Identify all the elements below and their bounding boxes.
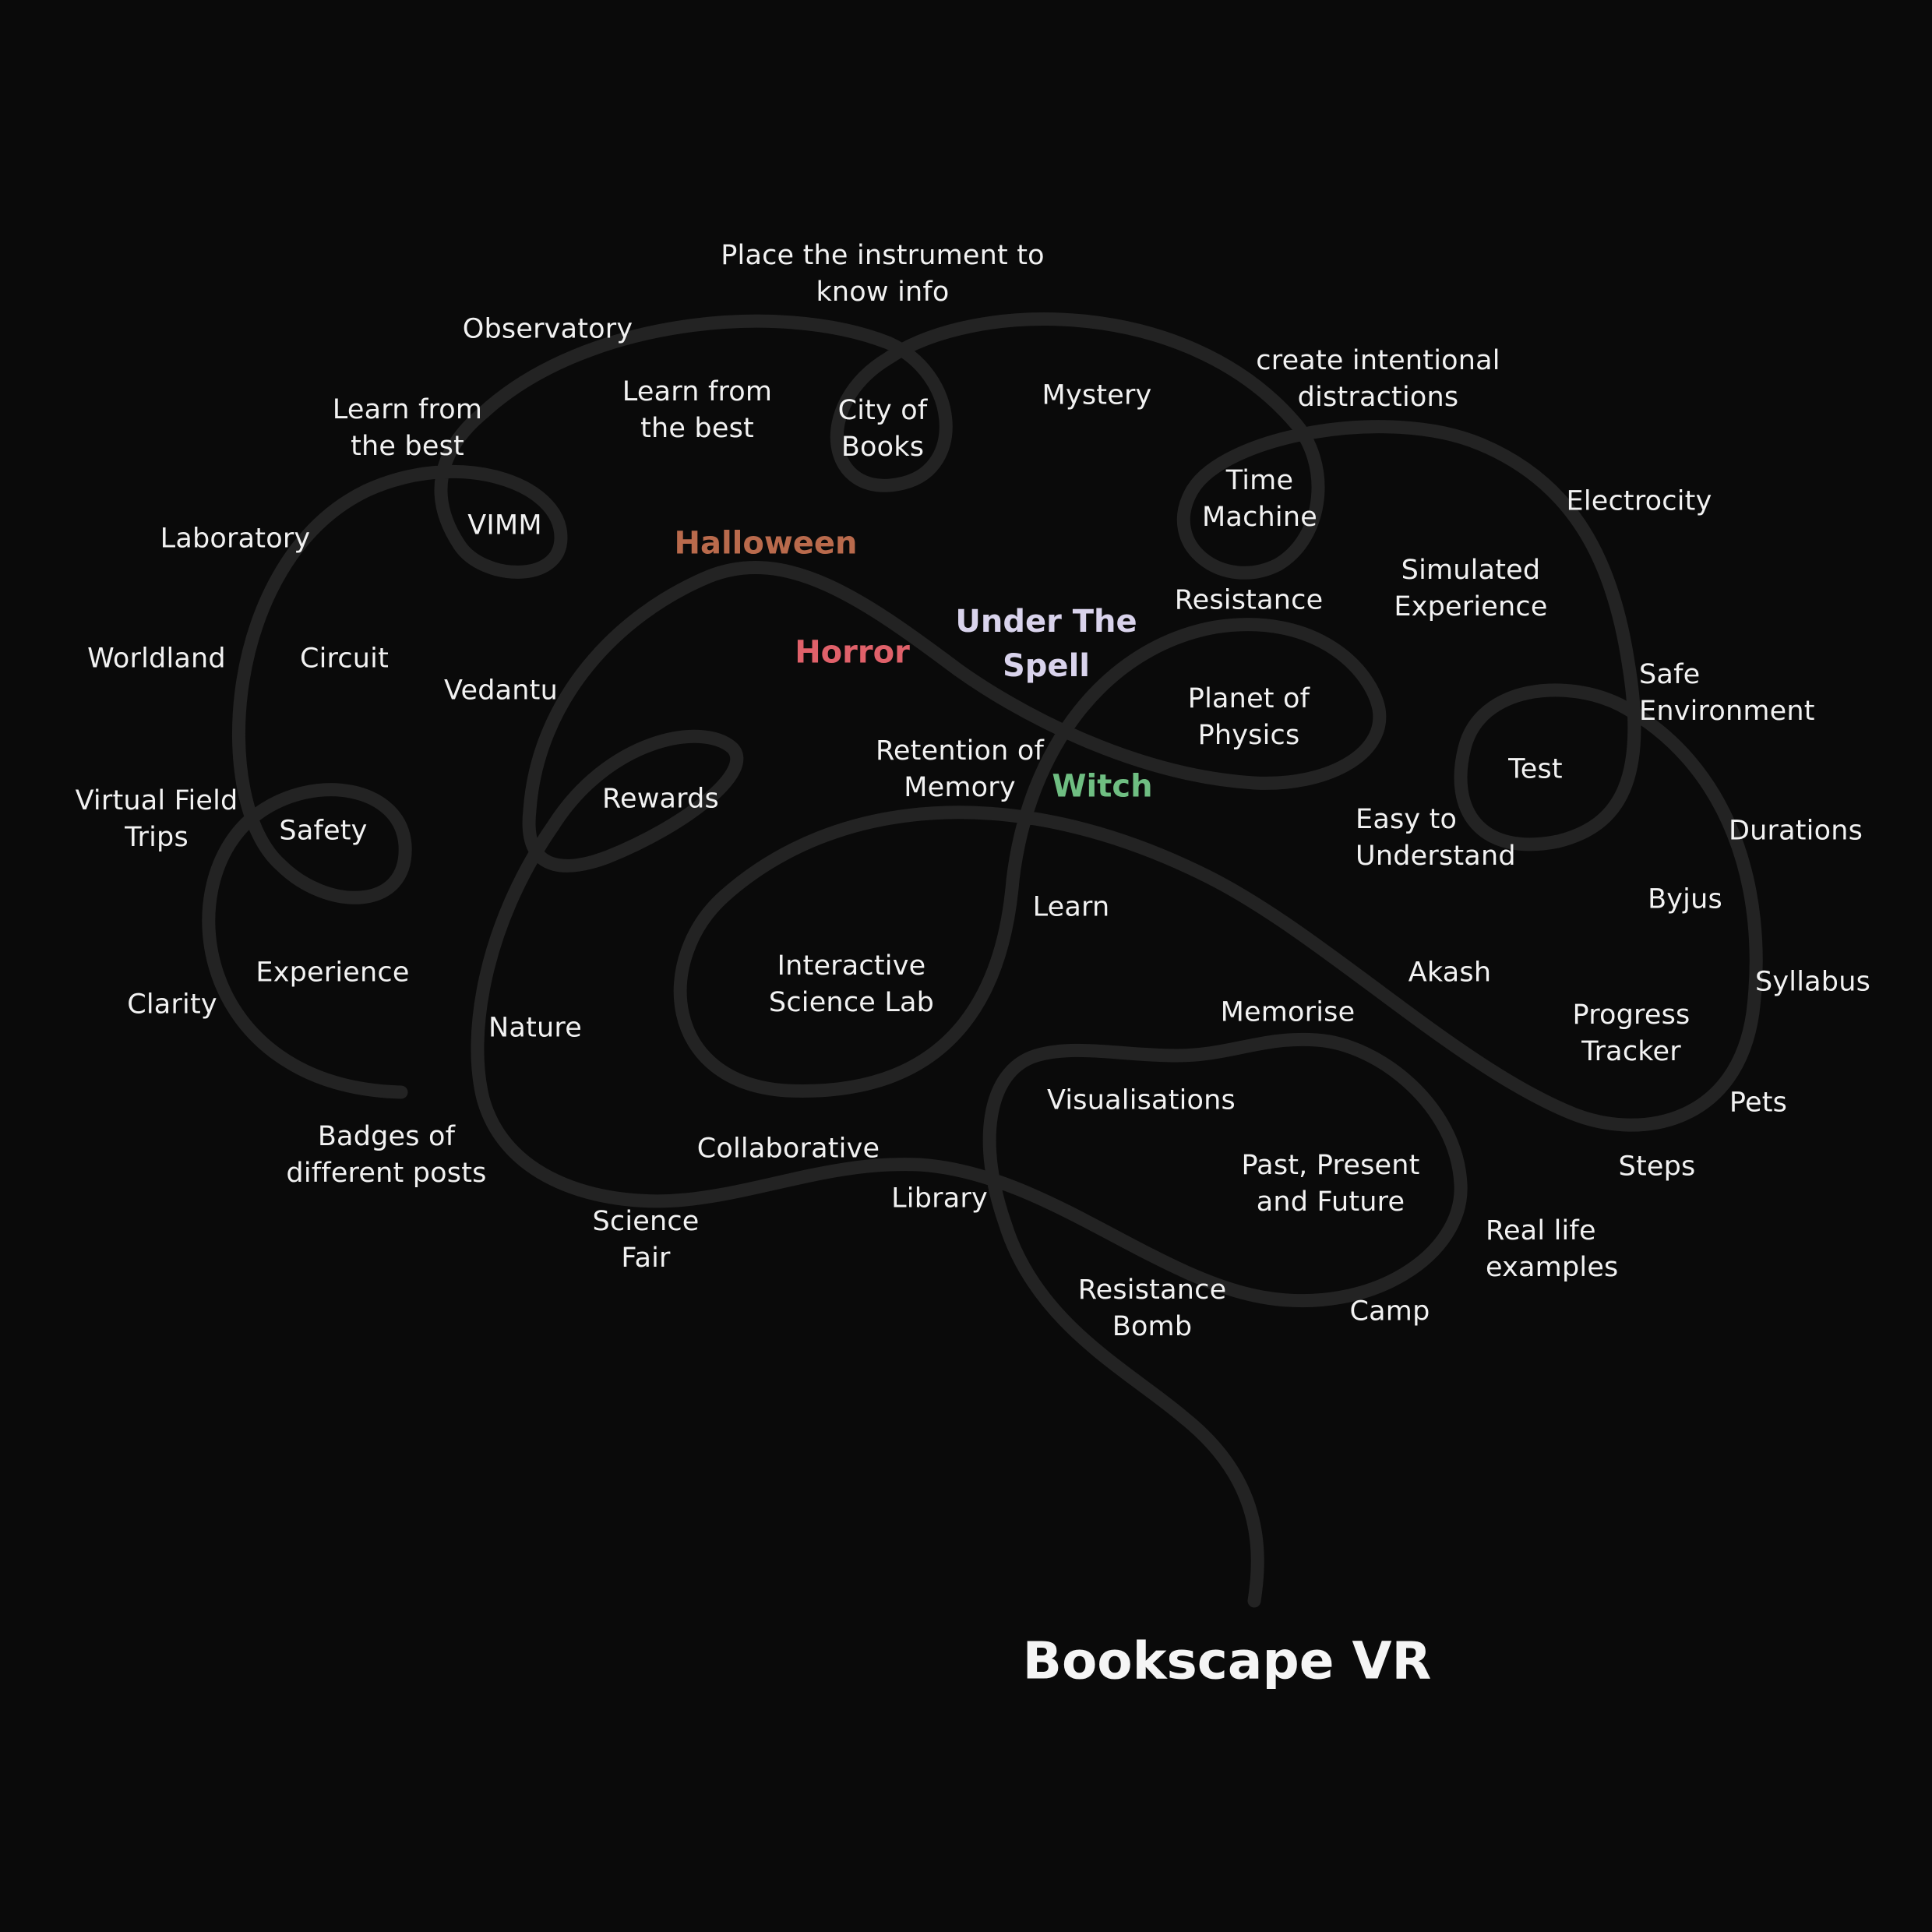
label-resistance: Resistance xyxy=(1174,584,1324,616)
label-resistance-bomb: Resistance Bomb xyxy=(1077,1274,1227,1342)
label-safety: Safety xyxy=(279,815,368,847)
label-steps: Steps xyxy=(1618,1151,1696,1183)
label-observatory: Observatory xyxy=(462,313,633,345)
label-simulated-experience: Simulated Experience xyxy=(1394,555,1548,622)
label-learn: Learn xyxy=(1032,891,1110,923)
label-collaborative: Collaborative xyxy=(696,1133,880,1165)
label-byjus: Byjus xyxy=(1648,883,1722,915)
label-create-intentional-distractions: create intentional distractions xyxy=(1256,345,1500,413)
label-easy-to-understand: Easy to Understand xyxy=(1356,804,1516,872)
label-progress-tracker: Progress Tracker xyxy=(1572,999,1690,1067)
label-nature: Nature xyxy=(488,1012,582,1044)
label-electrocity: Electrocity xyxy=(1566,485,1712,517)
brain-stroke-top-loops xyxy=(202,312,1763,1608)
theme-halloween: Halloween xyxy=(674,525,858,562)
label-rewards: Rewards xyxy=(602,783,719,815)
label-retention-of-memory: Retention of Memory xyxy=(875,735,1045,803)
label-time-machine: Time Machine xyxy=(1202,465,1317,533)
label-safe-environment: Safe Environment xyxy=(1639,659,1815,727)
label-laboratory: Laboratory xyxy=(160,523,311,555)
theme-witch: Witch xyxy=(1052,768,1153,805)
theme-horror: Horror xyxy=(795,634,910,671)
label-test: Test xyxy=(1508,753,1563,785)
theme-under-the-spell: Under The Spell xyxy=(955,604,1137,684)
label-vedantu: Vedantu xyxy=(444,675,558,707)
label-worldland: Worldland xyxy=(87,643,226,675)
label-real-life-examples: Real life examples xyxy=(1486,1215,1619,1283)
label-interactive-science-lab: Interactive Science Lab xyxy=(768,950,935,1018)
label-mystery: Mystery xyxy=(1042,379,1152,411)
label-syllabus: Syllabus xyxy=(1754,966,1871,998)
label-learn-from-best-left: Learn from the best xyxy=(332,394,483,462)
label-virtual-field-trips: Virtual Field Trips xyxy=(75,785,238,853)
label-city-of-books: City of Books xyxy=(837,395,928,463)
label-memorise: Memorise xyxy=(1220,996,1356,1028)
label-pets: Pets xyxy=(1729,1087,1788,1119)
label-experience: Experience xyxy=(256,957,410,989)
label-badges-of-different-posts: Badges of different posts xyxy=(286,1121,487,1189)
label-durations: Durations xyxy=(1728,815,1863,847)
label-camp: Camp xyxy=(1349,1296,1430,1327)
label-library: Library xyxy=(891,1183,988,1215)
label-learn-from-best-center: Learn from the best xyxy=(622,376,773,444)
label-science-fair: Science Fair xyxy=(592,1206,700,1274)
label-circuit: Circuit xyxy=(299,643,390,675)
label-clarity: Clarity xyxy=(127,989,217,1021)
label-visualisations: Visualisations xyxy=(1047,1084,1236,1116)
page-title: Bookscape VR xyxy=(1022,1631,1432,1691)
label-akash: Akash xyxy=(1408,957,1492,989)
label-past-present-future: Past, Present and Future xyxy=(1241,1150,1420,1218)
label-vimm: VIMM xyxy=(467,509,542,541)
label-planet-of-physics: Planet of Physics xyxy=(1187,683,1310,751)
label-place-instrument: Place the instrument to know info xyxy=(721,240,1045,308)
